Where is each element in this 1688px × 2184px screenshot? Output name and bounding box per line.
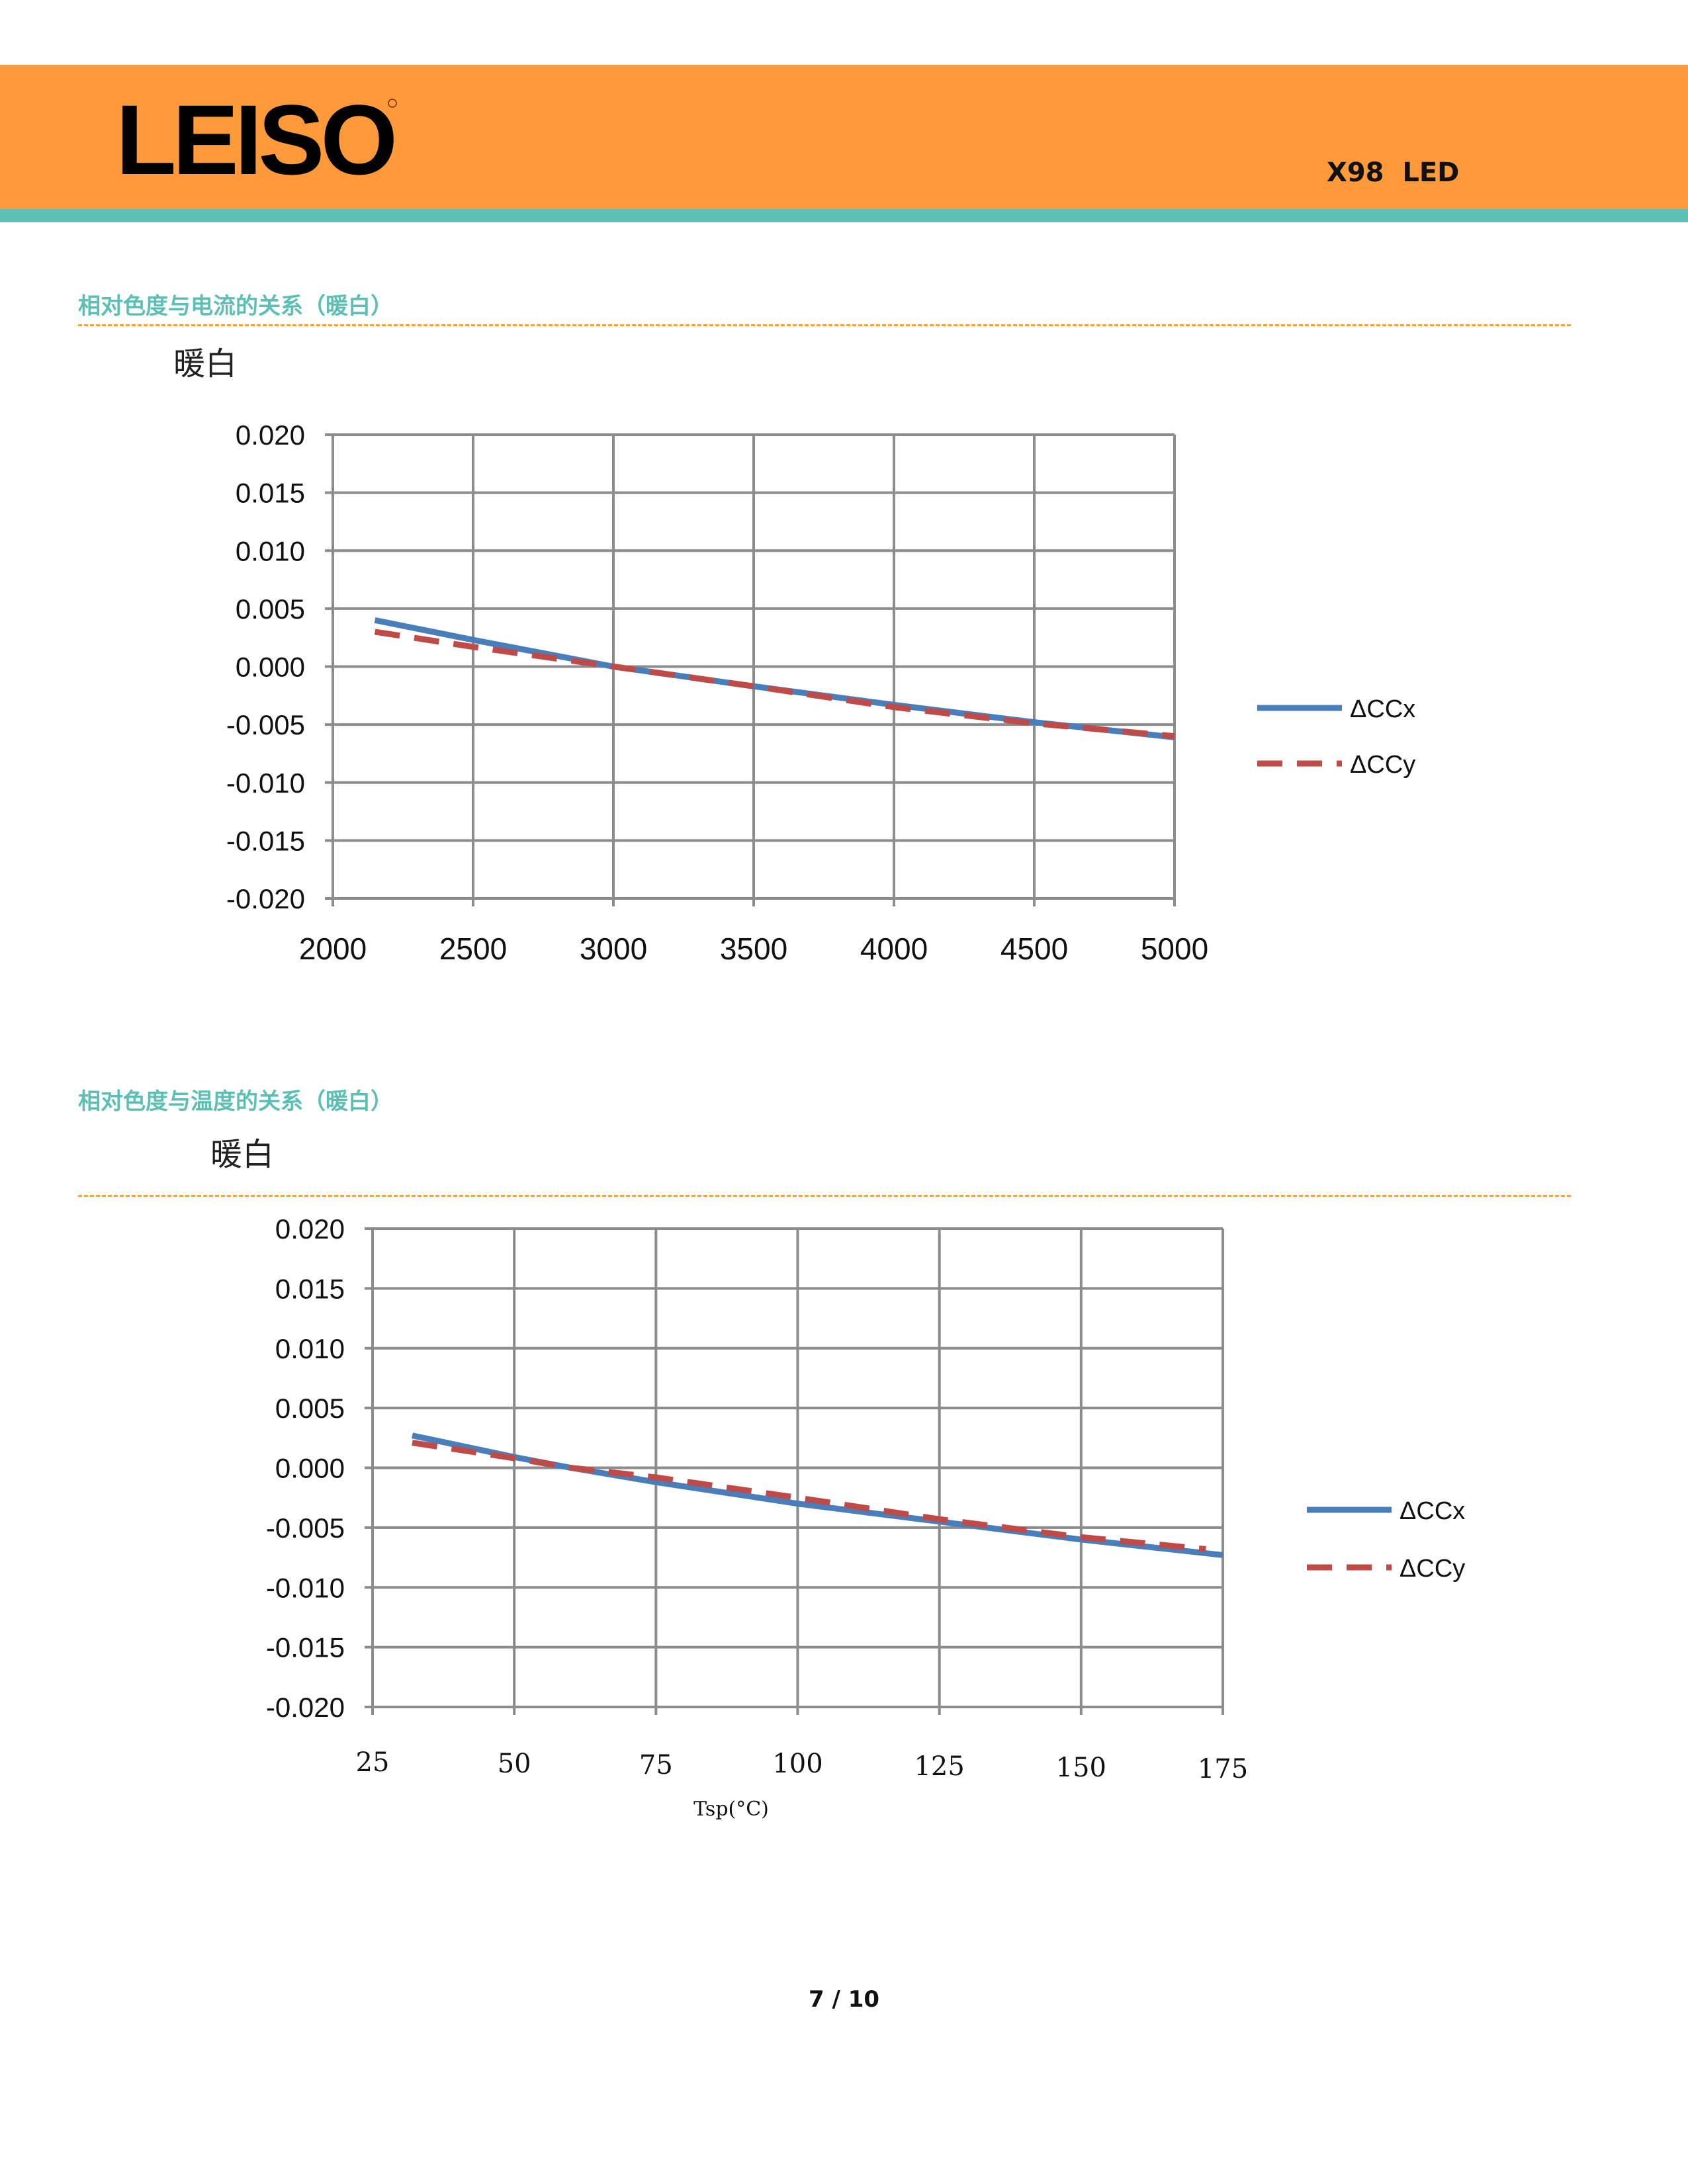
x-tick-label: 75 <box>639 1750 673 1780</box>
x-tick-label: 2500 <box>439 932 507 966</box>
x-tick-label: 175 <box>1198 1754 1248 1784</box>
x-tick-label: 100 <box>772 1749 822 1779</box>
y-tick-label: -0.020 <box>266 1692 345 1723</box>
x-tick-label: 2000 <box>299 932 367 966</box>
model-label: X98 LED <box>1327 157 1460 188</box>
y-tick-label: -0.015 <box>266 1632 345 1663</box>
leiso-logo: LEISO <box>116 91 398 191</box>
section-title-temperature: 相对色度与温度的关系（暖白） <box>78 1088 393 1115</box>
y-tick-label: 0.000 <box>236 652 305 683</box>
series-line-dccy <box>412 1440 1206 1552</box>
legend-entry: ΔCCx <box>1399 1497 1465 1525</box>
y-tick-label: 0.020 <box>236 419 305 451</box>
legend-entry: ΔCCy <box>1399 1555 1465 1583</box>
header-band <box>0 65 1688 209</box>
y-tick-label: 0.015 <box>275 1273 345 1304</box>
y-tick-label: -0.015 <box>226 825 305 856</box>
section-title-current: 相对色度与电流的关系（暖白） <box>78 293 393 320</box>
x-tick-label: 50 <box>498 1749 531 1779</box>
x-tick-label: 3500 <box>720 932 787 966</box>
y-tick-label: 0.005 <box>236 593 305 625</box>
x-tick-label: 125 <box>914 1751 964 1782</box>
logo-wordmark: LEISO <box>116 91 394 191</box>
legend-entry: ΔCCx <box>1350 695 1415 723</box>
y-tick-label: -0.020 <box>226 883 305 914</box>
y-tick-label: 0.005 <box>275 1393 345 1424</box>
chart-1-title: 暖白 <box>173 345 238 382</box>
header-accent-strip <box>0 209 1688 222</box>
x-tick-label: 4000 <box>860 932 928 966</box>
x-axis-label: Tsp(°C) <box>693 1798 769 1821</box>
y-tick-label: 0.010 <box>236 535 305 566</box>
legend-entry: ΔCCy <box>1350 751 1415 779</box>
x-tick-label: 25 <box>356 1747 390 1778</box>
y-tick-label: 0.015 <box>236 478 305 509</box>
y-tick-label: -0.010 <box>226 767 305 799</box>
x-tick-label: 4500 <box>1000 932 1068 966</box>
x-tick-label: 5000 <box>1141 932 1208 966</box>
y-tick-label: 0.020 <box>275 1213 345 1245</box>
page-number: 7 / 10 <box>808 1986 880 2013</box>
x-tick-label: 3000 <box>580 932 647 966</box>
y-tick-label: -0.005 <box>226 709 305 740</box>
y-tick-label: -0.005 <box>266 1512 345 1544</box>
y-tick-label: -0.010 <box>266 1572 345 1603</box>
x-tick-label: 150 <box>1056 1753 1106 1783</box>
y-tick-label: 0.010 <box>275 1333 345 1364</box>
section-divider <box>78 324 1571 326</box>
y-tick-label: 0.000 <box>275 1453 345 1484</box>
chart-2-title: 暖白 <box>210 1136 275 1173</box>
section-divider <box>78 1195 1571 1197</box>
